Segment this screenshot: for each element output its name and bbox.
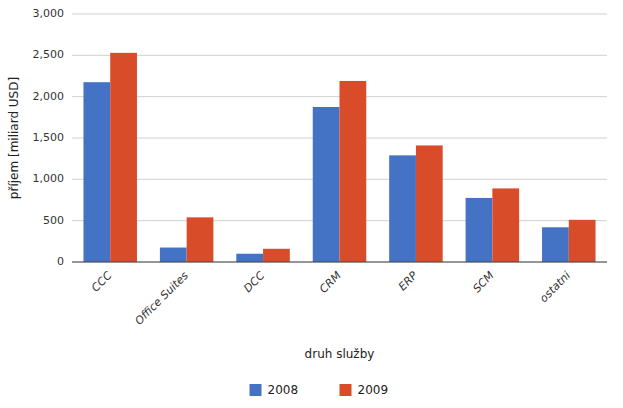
y-tick-label: 500 xyxy=(43,214,64,227)
y-tick-label: 2,000 xyxy=(33,90,65,103)
bar xyxy=(187,217,214,262)
legend: 2008 2009 xyxy=(250,383,389,397)
y-tick-label: 1,000 xyxy=(33,172,65,185)
bar xyxy=(160,248,187,262)
legend-swatch xyxy=(340,384,352,396)
bar xyxy=(492,188,519,262)
x-axis-line xyxy=(72,262,607,263)
chart-container: 0 500 1,000 1,500 2,000 2,500 3,000 CCC Office S… xyxy=(0,0,623,408)
bar xyxy=(389,155,416,262)
bar xyxy=(83,82,110,262)
x-tick-label: DCC xyxy=(241,269,267,295)
bar xyxy=(340,81,367,262)
x-ticks: CCC Office Suites DCC CRM ERP SCM ostatni xyxy=(89,269,573,328)
grid-line xyxy=(72,55,607,56)
bars xyxy=(83,53,595,262)
legend-swatch xyxy=(250,384,262,396)
chart-svg: 0 500 1,000 1,500 2,000 2,500 3,000 CCC Office S… xyxy=(0,0,623,408)
bar xyxy=(466,198,493,262)
y-tick-label: 1,500 xyxy=(33,131,65,144)
x-tick-label: ostatni xyxy=(537,269,573,305)
bar xyxy=(569,220,596,262)
bar xyxy=(416,145,443,262)
bar xyxy=(313,107,340,262)
legend-label: 2009 xyxy=(358,383,389,397)
grid xyxy=(72,14,607,262)
x-axis-label: druh služby xyxy=(305,347,375,361)
y-tick-label: 3,000 xyxy=(33,7,65,20)
x-tick-label: ERP xyxy=(396,269,420,293)
bar xyxy=(263,249,290,262)
x-tick-label: CCC xyxy=(89,269,115,295)
bar xyxy=(110,53,137,262)
x-tick-label: SCM xyxy=(470,269,497,296)
y-ticks: 0 500 1,000 1,500 2,000 2,500 3,000 xyxy=(33,7,65,268)
bar xyxy=(542,227,569,262)
x-tick-label: Office Suites xyxy=(132,269,191,328)
x-tick-label: CRM xyxy=(317,269,344,296)
y-axis-label: příjem [miliard USD] xyxy=(7,77,21,199)
grid-line xyxy=(72,262,607,263)
y-tick-label: 2,500 xyxy=(33,48,65,61)
y-tick-label: 0 xyxy=(57,255,64,268)
grid-line xyxy=(72,14,607,15)
bar xyxy=(236,254,263,262)
legend-label: 2008 xyxy=(268,383,299,397)
